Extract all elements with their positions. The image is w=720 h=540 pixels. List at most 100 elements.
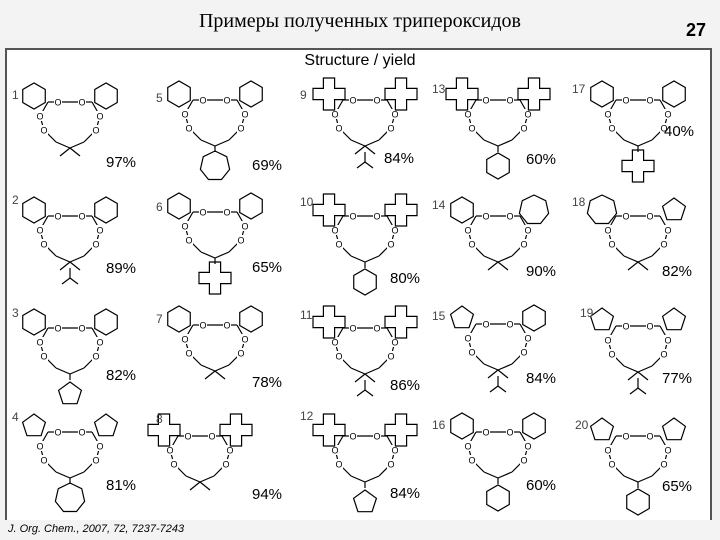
oxygen-atom: O xyxy=(208,432,215,442)
compound-yield: 60% xyxy=(526,151,557,168)
oxygen-atom: O xyxy=(646,96,653,106)
compound-label: 14 xyxy=(432,198,446,212)
oxygen-atom: O xyxy=(524,226,531,236)
oxygen-atom: O xyxy=(664,446,671,456)
oxygen-atom: O xyxy=(660,460,667,470)
oxygen-atom: O xyxy=(349,432,356,442)
compound-yield: 84% xyxy=(526,370,557,387)
table-subtitle: Structure / yield xyxy=(304,52,416,69)
oxygen-atom: O xyxy=(36,226,43,236)
compound-label: 4 xyxy=(12,410,19,424)
oxygen-atom: O xyxy=(40,240,47,250)
oxygen-atom: O xyxy=(604,336,611,346)
oxygen-atom: O xyxy=(391,446,398,456)
compound-label: 5 xyxy=(156,91,163,105)
oxygen-atom: O xyxy=(92,126,99,136)
oxygen-atom: O xyxy=(241,222,248,232)
oxygen-atom: O xyxy=(468,240,475,250)
oxygen-atom: O xyxy=(464,226,471,236)
compound-label: 17 xyxy=(572,82,586,96)
oxygen-atom: O xyxy=(96,338,103,348)
oxygen-atom: O xyxy=(373,96,380,106)
compound-yield: 90% xyxy=(526,263,557,280)
oxygen-atom: O xyxy=(604,446,611,456)
oxygen-atom: O xyxy=(237,349,244,359)
oxygen-atom: O xyxy=(335,352,342,362)
compound-yield: 77% xyxy=(662,370,693,387)
oxygen-atom: O xyxy=(96,112,103,122)
compound-label: 16 xyxy=(432,418,446,432)
oxygen-atom: O xyxy=(185,124,192,134)
oxygen-atom: O xyxy=(166,446,173,456)
oxygen-atom: O xyxy=(520,124,527,134)
oxygen-atom: O xyxy=(349,212,356,222)
compound-label: 13 xyxy=(432,82,446,96)
oxygen-atom: O xyxy=(96,226,103,236)
oxygen-atom: O xyxy=(482,428,489,438)
oxygen-atom: O xyxy=(468,124,475,134)
oxygen-atom: O xyxy=(524,110,531,120)
oxygen-atom: O xyxy=(660,240,667,250)
oxygen-atom: O xyxy=(349,96,356,106)
oxygen-atom: O xyxy=(608,350,615,360)
oxygen-atom: O xyxy=(181,335,188,345)
oxygen-atom: O xyxy=(468,348,475,358)
oxygen-atom: O xyxy=(185,236,192,246)
oxygen-atom: O xyxy=(622,212,629,222)
compound-label: 6 xyxy=(156,200,163,214)
compound-label: 2 xyxy=(12,193,19,207)
compound-label: 7 xyxy=(156,312,163,326)
oxygen-atom: O xyxy=(335,124,342,134)
oxygen-atom: O xyxy=(373,432,380,442)
oxygen-atom: O xyxy=(199,321,206,331)
oxygen-atom: O xyxy=(54,212,61,222)
oxygen-atom: O xyxy=(181,110,188,120)
oxygen-atom: O xyxy=(226,446,233,456)
page-number: 27 xyxy=(685,20,706,40)
oxygen-atom: O xyxy=(646,212,653,222)
oxygen-atom: O xyxy=(199,208,206,218)
compound-yield: 82% xyxy=(662,263,693,280)
compound-yield: 40% xyxy=(664,123,695,140)
oxygen-atom: O xyxy=(36,112,43,122)
oxygen-atom: O xyxy=(608,240,615,250)
structures-frame xyxy=(5,48,712,520)
compound-label: 3 xyxy=(12,306,19,320)
oxygen-atom: O xyxy=(40,456,47,466)
oxygen-atom: O xyxy=(660,124,667,134)
oxygen-atom: O xyxy=(506,320,513,330)
oxygen-atom: O xyxy=(464,442,471,452)
oxygen-atom: O xyxy=(223,208,230,218)
oxygen-atom: O xyxy=(373,212,380,222)
compound-yield: 65% xyxy=(252,259,283,276)
oxygen-atom: O xyxy=(241,335,248,345)
oxygen-atom: O xyxy=(604,110,611,120)
compound-yield: 82% xyxy=(106,367,137,384)
oxygen-atom: O xyxy=(660,350,667,360)
oxygen-atom: O xyxy=(92,352,99,362)
oxygen-atom: O xyxy=(40,352,47,362)
oxygen-atom: O xyxy=(331,110,338,120)
oxygen-atom: O xyxy=(185,349,192,359)
oxygen-atom: O xyxy=(222,460,229,470)
oxygen-atom: O xyxy=(391,338,398,348)
oxygen-atom: O xyxy=(170,460,177,470)
oxygen-atom: O xyxy=(608,124,615,134)
oxygen-atom: O xyxy=(482,212,489,222)
oxygen-atom: O xyxy=(92,240,99,250)
oxygen-atom: O xyxy=(520,240,527,250)
oxygen-atom: O xyxy=(331,338,338,348)
oxygen-atom: O xyxy=(506,212,513,222)
oxygen-atom: O xyxy=(40,126,47,136)
oxygen-atom: O xyxy=(181,222,188,232)
oxygen-atom: O xyxy=(464,334,471,344)
oxygen-atom: O xyxy=(506,96,513,106)
compound-yield: 84% xyxy=(390,485,421,502)
oxygen-atom: O xyxy=(36,442,43,452)
oxygen-atom: O xyxy=(604,226,611,236)
oxygen-atom: O xyxy=(54,428,61,438)
oxygen-atom: O xyxy=(622,432,629,442)
compound-label: 15 xyxy=(432,309,446,323)
compound-label: 11 xyxy=(300,308,313,322)
